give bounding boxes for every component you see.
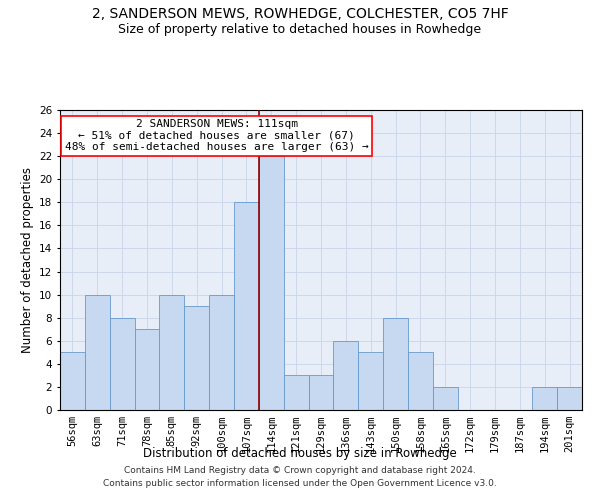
Text: Distribution of detached houses by size in Rowhedge: Distribution of detached houses by size …: [143, 448, 457, 460]
Text: Contains HM Land Registry data © Crown copyright and database right 2024.
Contai: Contains HM Land Registry data © Crown c…: [103, 466, 497, 487]
Bar: [110, 318, 134, 410]
Bar: [557, 387, 582, 410]
Bar: [259, 156, 284, 410]
Bar: [532, 387, 557, 410]
Bar: [284, 376, 308, 410]
Bar: [433, 387, 458, 410]
Y-axis label: Number of detached properties: Number of detached properties: [20, 167, 34, 353]
Bar: [134, 329, 160, 410]
Bar: [234, 202, 259, 410]
Bar: [308, 376, 334, 410]
Bar: [60, 352, 85, 410]
Bar: [334, 341, 358, 410]
Bar: [160, 294, 184, 410]
Bar: [209, 294, 234, 410]
Bar: [383, 318, 408, 410]
Bar: [408, 352, 433, 410]
Text: Size of property relative to detached houses in Rowhedge: Size of property relative to detached ho…: [118, 22, 482, 36]
Text: 2, SANDERSON MEWS, ROWHEDGE, COLCHESTER, CO5 7HF: 2, SANDERSON MEWS, ROWHEDGE, COLCHESTER,…: [92, 8, 508, 22]
Bar: [184, 306, 209, 410]
Text: 2 SANDERSON MEWS: 111sqm
← 51% of detached houses are smaller (67)
48% of semi-d: 2 SANDERSON MEWS: 111sqm ← 51% of detach…: [65, 119, 368, 152]
Bar: [85, 294, 110, 410]
Bar: [358, 352, 383, 410]
